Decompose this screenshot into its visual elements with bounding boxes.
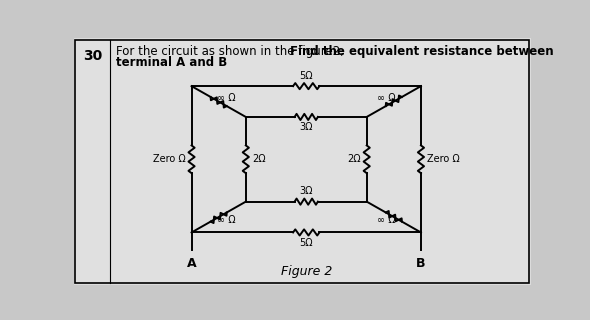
Text: Figure 2: Figure 2	[281, 265, 332, 278]
Text: 3Ω: 3Ω	[300, 122, 313, 132]
Text: terminal A and B: terminal A and B	[116, 56, 228, 69]
Text: 2Ω: 2Ω	[347, 154, 360, 164]
Text: 3Ω: 3Ω	[300, 186, 313, 196]
Text: 5Ω: 5Ω	[300, 238, 313, 248]
Text: Find the equivalent resistance between: Find the equivalent resistance between	[290, 44, 553, 58]
Text: 2Ω: 2Ω	[252, 154, 266, 164]
Text: ∞ Ω: ∞ Ω	[217, 215, 236, 225]
Text: 5Ω: 5Ω	[300, 71, 313, 81]
Text: Zero Ω: Zero Ω	[153, 154, 185, 164]
Text: Zero Ω: Zero Ω	[427, 154, 460, 164]
Text: A: A	[187, 257, 196, 270]
Text: ∞ Ω: ∞ Ω	[377, 93, 395, 103]
Text: ∞ Ω: ∞ Ω	[377, 215, 395, 225]
Text: ∞ Ω: ∞ Ω	[217, 93, 236, 103]
Text: B: B	[416, 257, 426, 270]
Text: For the circuit as shown in the figure2,: For the circuit as shown in the figure2,	[116, 44, 348, 58]
Text: 30: 30	[83, 49, 102, 63]
